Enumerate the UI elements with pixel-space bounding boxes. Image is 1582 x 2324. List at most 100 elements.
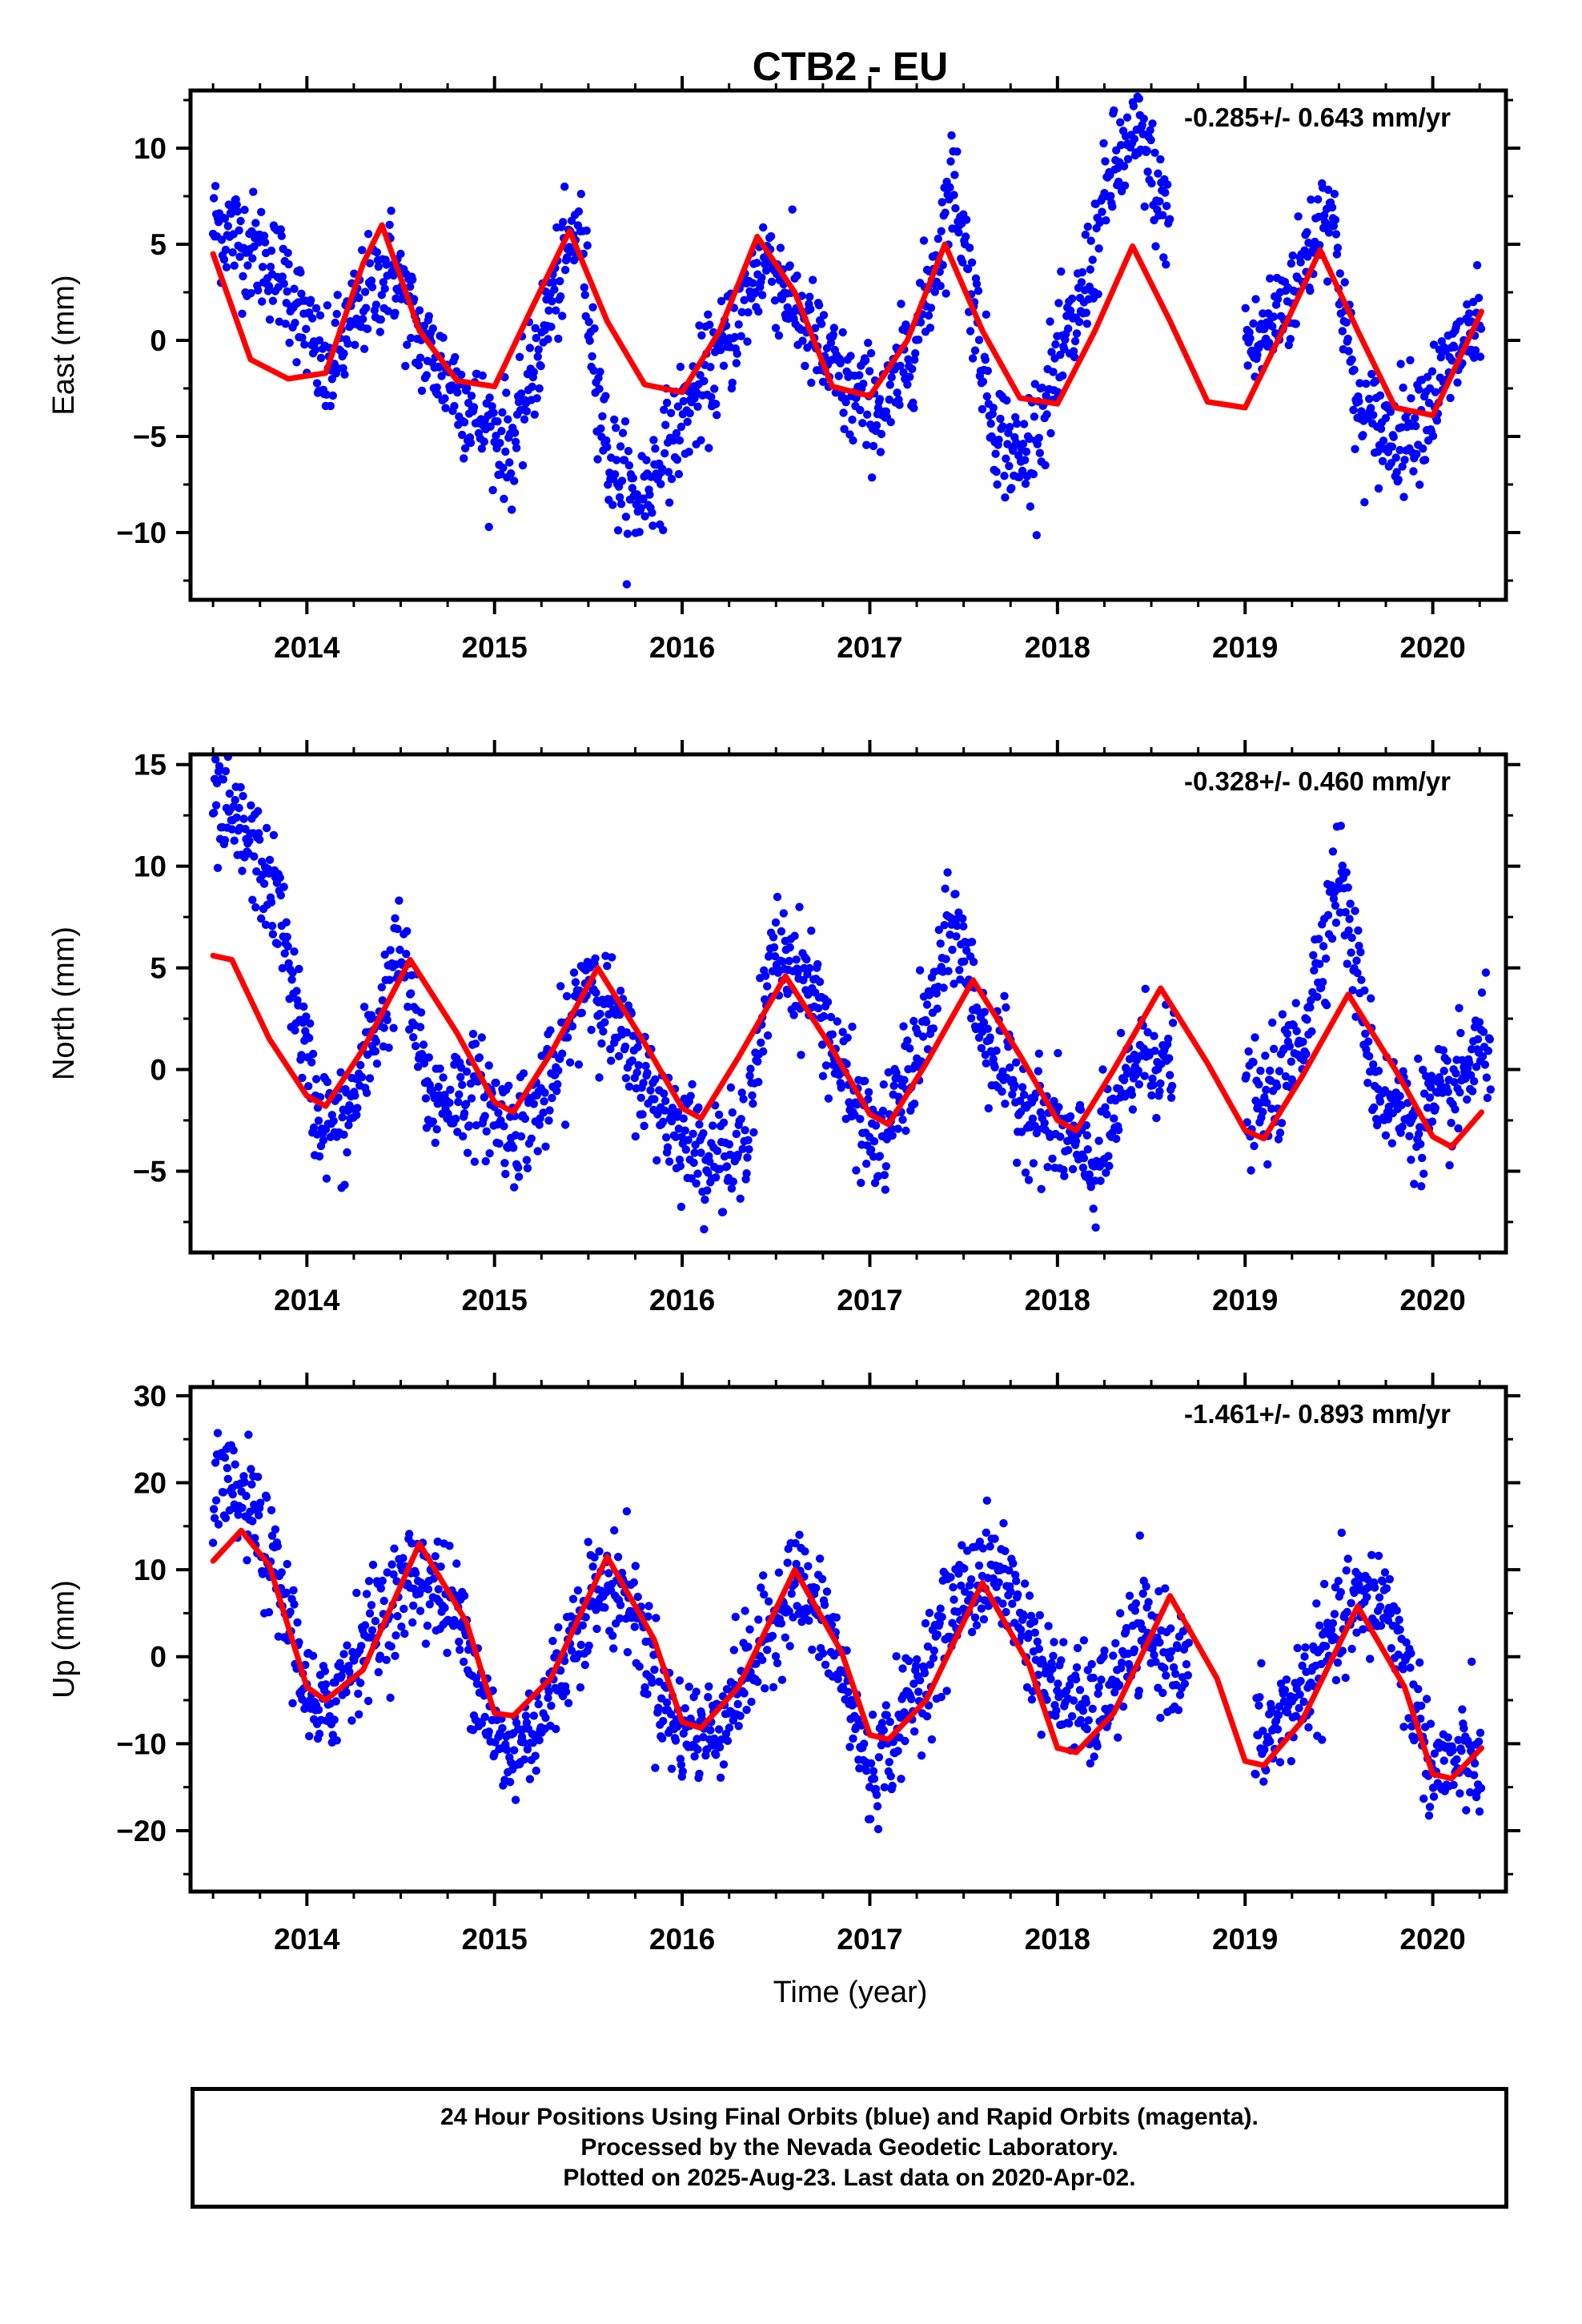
data-point: [1070, 352, 1079, 362]
data-point: [444, 1109, 452, 1118]
data-point: [1047, 348, 1056, 356]
data-point: [531, 324, 540, 332]
data-point: [633, 1043, 642, 1051]
data-point: [1116, 1609, 1125, 1618]
y-tick-label: −5: [133, 1155, 167, 1188]
data-point: [674, 469, 684, 479]
data-point: [717, 1735, 726, 1744]
data-point: [371, 300, 381, 309]
data-point: [343, 1641, 351, 1650]
data-point: [407, 333, 416, 343]
data-point: [802, 955, 811, 964]
data-point: [379, 1023, 388, 1032]
data-point: [367, 1626, 377, 1635]
data-point: [1073, 1643, 1082, 1653]
data-point: [745, 1072, 754, 1080]
data-point: [1376, 424, 1386, 433]
data-point: [815, 1554, 825, 1563]
data-point: [556, 982, 565, 991]
data-point: [386, 946, 395, 955]
data-point: [568, 1022, 577, 1031]
data-point: [939, 983, 948, 992]
data-point: [308, 1651, 318, 1660]
data-point: [693, 1735, 701, 1743]
data-point: [970, 1613, 980, 1622]
data-point: [821, 1660, 830, 1669]
data-point: [580, 291, 589, 300]
data-point: [549, 278, 558, 287]
data-point: [1392, 468, 1401, 476]
data-point: [375, 1651, 384, 1660]
data-point: [574, 1060, 584, 1069]
data-point: [460, 1109, 469, 1118]
data-point: [650, 1665, 659, 1675]
data-point: [958, 258, 967, 267]
data-point: [284, 959, 293, 968]
data-point: [661, 448, 669, 458]
data-point: [818, 377, 828, 386]
data-point: [1164, 1034, 1173, 1043]
data-point: [587, 1025, 596, 1035]
data-point: [654, 1703, 663, 1712]
data-point: [812, 1583, 821, 1593]
data-point: [1344, 926, 1353, 935]
data-point: [962, 232, 970, 241]
data-point: [1130, 135, 1139, 143]
data-point: [1012, 1577, 1021, 1586]
data-point: [679, 1114, 688, 1123]
data-point: [1345, 915, 1354, 923]
data-point: [512, 1719, 521, 1727]
data-point: [685, 1683, 693, 1691]
data-point: [964, 264, 973, 274]
data-point: [1334, 1577, 1343, 1586]
data-point: [552, 1724, 560, 1734]
data-point: [478, 371, 487, 380]
data-point: [611, 470, 620, 479]
data-point: [467, 1094, 476, 1103]
data-point: [1375, 1593, 1384, 1602]
data-point: [541, 1713, 550, 1723]
data-point: [677, 1760, 686, 1769]
data-point: [1030, 1617, 1039, 1626]
data-point: [1333, 243, 1343, 252]
data-point: [1353, 968, 1362, 978]
data-point: [915, 966, 925, 975]
plot-area: [208, 92, 1486, 589]
data-point: [1417, 1182, 1426, 1191]
plot-area: [208, 1429, 1486, 1834]
data-point: [1116, 1028, 1126, 1038]
data-point: [754, 1077, 763, 1087]
data-point: [982, 1496, 992, 1506]
data-point: [377, 983, 386, 992]
data-point: [1155, 1087, 1164, 1096]
data-point: [936, 281, 945, 291]
data-point: [930, 287, 940, 296]
data-point: [222, 263, 231, 271]
data-point: [305, 1731, 314, 1741]
data-point: [1331, 230, 1341, 239]
data-point: [710, 384, 719, 393]
data-point: [458, 430, 467, 440]
data-point: [1143, 167, 1152, 176]
data-point: [862, 1160, 871, 1168]
data-point: [1180, 1679, 1190, 1688]
data-point: [510, 1183, 519, 1192]
data-point: [946, 157, 955, 166]
data-point: [838, 1027, 847, 1036]
data-point: [712, 1173, 721, 1182]
data-point: [934, 926, 944, 935]
data-point: [378, 1576, 387, 1586]
data-point: [231, 795, 239, 805]
data-point: [452, 1559, 461, 1568]
data-point: [1268, 1018, 1277, 1027]
data-point: [1001, 1100, 1010, 1108]
data-point: [1407, 394, 1415, 403]
data-point: [1341, 907, 1350, 917]
data-point: [757, 273, 766, 282]
data-point: [679, 396, 688, 406]
data-point: [1013, 1158, 1022, 1168]
data-point: [925, 991, 934, 999]
data-point: [833, 1017, 842, 1026]
data-point: [623, 1647, 632, 1657]
data-point: [661, 1106, 669, 1116]
